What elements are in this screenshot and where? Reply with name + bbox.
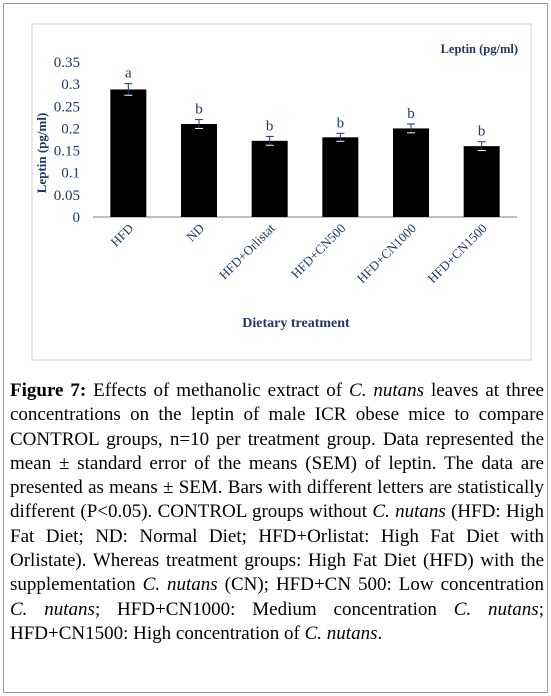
- bar: [463, 146, 500, 217]
- bar: [322, 137, 359, 217]
- caption-species: C. nutans: [304, 622, 378, 644]
- significance-letter: b: [266, 118, 274, 134]
- bar: [251, 140, 288, 217]
- y-axis-label: Leptin (pg/ml): [34, 113, 49, 194]
- caption-species: C. nutans: [349, 380, 425, 401]
- figure-caption: Figure 7: Effects of methanolic extract …: [10, 379, 544, 646]
- y-tick-label: 0.05: [54, 188, 80, 204]
- bars-group: a b b b b b: [110, 66, 500, 217]
- x-axis-label: Dietary treatment: [242, 316, 350, 331]
- caption-species: C. nutans: [10, 598, 95, 620]
- caption-text: ; HFD+CN1000: Medium concentration: [94, 598, 454, 620]
- bar: [110, 89, 147, 217]
- y-tick-label: 0.35: [54, 55, 80, 71]
- y-tick-label: 0.25: [54, 99, 80, 115]
- caption-species: C. nutans: [453, 598, 539, 620]
- figure-label: Figure 7:: [10, 380, 87, 401]
- caption-text: leaves at three concentrations on the le…: [10, 380, 544, 523]
- y-tick-label: 0: [73, 210, 81, 226]
- y-tick-label: 0.1: [61, 166, 80, 182]
- caption-species: C. nutans: [142, 574, 218, 596]
- caption-text: (CN); HFD+CN 500: Low concentration: [217, 574, 544, 596]
- significance-letter: a: [125, 66, 132, 82]
- significance-letter: b: [337, 115, 345, 131]
- caption-text: .: [377, 622, 383, 644]
- significance-letter: b: [195, 102, 203, 118]
- y-tick-label: 0.2: [61, 121, 80, 137]
- caption-text: Effects of methanolic extract of: [86, 380, 350, 401]
- leptin-bar-chart: Leptin (pg/ml) Leptin (pg/ml) Dietary tr…: [31, 23, 532, 361]
- caption-text: (HFD: High Fat Diet; ND: Normal Diet; HF…: [10, 501, 544, 596]
- caption-species: C. nutans: [372, 501, 446, 523]
- y-tick-label: 0.3: [61, 77, 80, 93]
- y-axis-ticks: 0.35 0.3 0.25 0.2 0.15 0.1 0.05 0: [54, 55, 80, 226]
- significance-letter: b: [407, 106, 415, 122]
- legend-title: Leptin (pg/ml): [441, 42, 518, 56]
- figure-frame: [3, 3, 548, 693]
- caption-text: ; HFD+CN1500: High concentration of: [10, 598, 544, 644]
- significance-letter: b: [478, 124, 486, 140]
- bar: [393, 128, 429, 217]
- bar: [181, 124, 217, 217]
- y-tick-label: 0.15: [54, 144, 80, 160]
